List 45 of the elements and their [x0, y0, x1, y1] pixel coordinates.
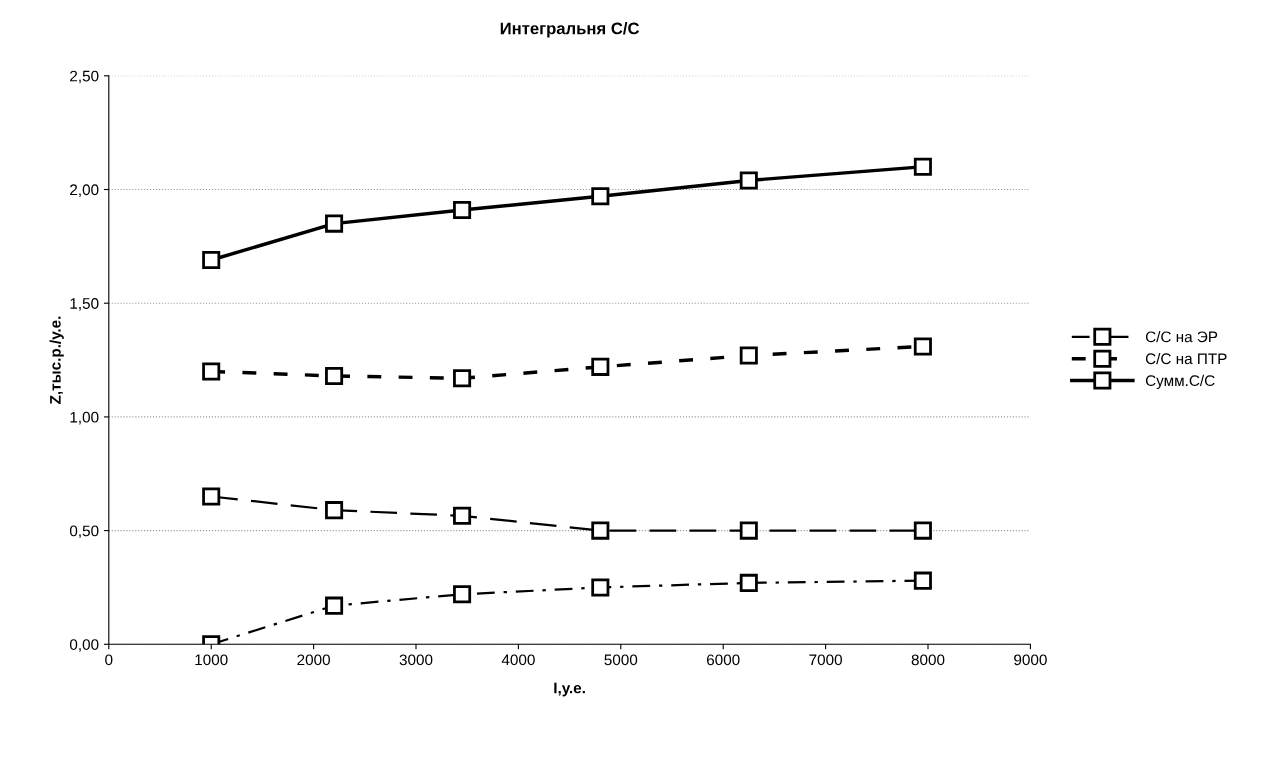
point	[591, 521, 610, 540]
x-axis-title: I,у.е.	[554, 682, 585, 697]
point	[591, 357, 610, 376]
y-tick-label: 1,00	[70, 411, 99, 425]
point	[453, 506, 472, 525]
point	[202, 487, 221, 506]
y-axis-title: Z,тыс.р./у.е.	[49, 316, 64, 404]
x-tick-label: 9000	[1014, 654, 1047, 666]
x-tick-label: 3000	[399, 654, 433, 666]
point	[202, 362, 221, 381]
point	[739, 346, 758, 365]
point	[325, 214, 344, 233]
point	[739, 573, 758, 592]
point	[913, 571, 932, 590]
y-tick-label: 2,00	[70, 184, 99, 197]
point	[739, 521, 758, 540]
point	[453, 369, 472, 388]
point	[453, 200, 472, 219]
point	[591, 578, 610, 597]
point	[325, 501, 344, 520]
legend-label: С/С на ПТР	[1145, 352, 1227, 365]
point	[325, 596, 344, 615]
x-tick-label: 0	[105, 654, 113, 666]
point	[453, 585, 472, 604]
x-tick-label: 5000	[604, 654, 638, 666]
x-tick-label: 1000	[195, 654, 228, 666]
legend-label: С/С на ЭР	[1145, 331, 1218, 343]
x-tick-label: 8000	[911, 654, 945, 666]
point	[325, 366, 344, 385]
legend-label: Сумм.С/С	[1145, 374, 1215, 390]
point	[591, 187, 610, 206]
y-tick-label: 0,50	[69, 525, 99, 539]
y-tick-label: 1,50	[70, 298, 99, 311]
x-tick-label: 6000	[706, 654, 740, 666]
point	[913, 521, 932, 540]
point	[739, 171, 758, 190]
point	[913, 157, 932, 176]
point	[202, 250, 221, 270]
x-tick-label: 7000	[809, 654, 842, 666]
x-tick-label: 4000	[501, 654, 535, 666]
y-tick-label: 2,50	[70, 70, 99, 84]
chart-title: Интегральня С/С	[500, 22, 640, 38]
point	[913, 337, 932, 356]
y-tick-label: 0,00	[69, 639, 99, 652]
x-tick-label: 2000	[297, 654, 330, 666]
